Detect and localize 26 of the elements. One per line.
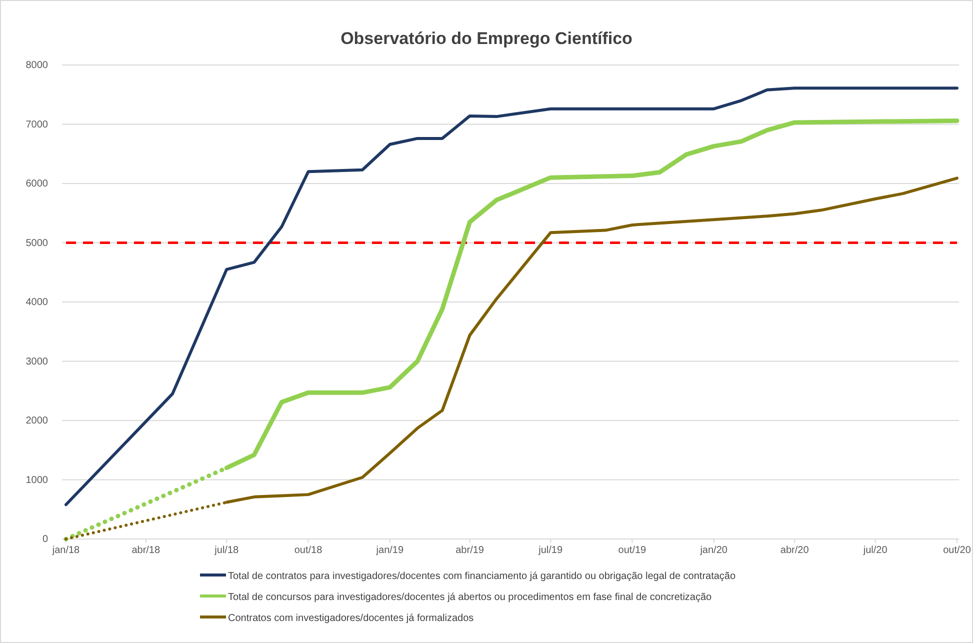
x-tick-label: out/19 — [618, 545, 647, 556]
legend-label: Total de contratos para investigadores/docentes com financiamento já garantido ou obrigação legal de contratação — [228, 571, 736, 582]
x-tick-label: jan/20 — [699, 545, 728, 556]
x-tick-label: jul/20 — [862, 545, 888, 556]
x-tick-label: jan/19 — [375, 545, 404, 556]
y-tick-label: 1000 — [26, 474, 48, 486]
line-series — [64, 86, 958, 506]
x-tick-label: jul/18 — [214, 545, 240, 556]
y-tick-label: 7000 — [26, 119, 48, 130]
x-tick-label: abr/20 — [780, 545, 810, 556]
x-tick-label: abr/18 — [132, 545, 160, 556]
y-tick-label: 8000 — [26, 60, 48, 72]
legend-label: Total de concursos para investigadores/docentes já abertos ou procedimentos em fase final de concretização — [228, 592, 712, 603]
y-tick-label: 4000 — [26, 297, 48, 308]
x-tick-label: jul/19 — [538, 545, 563, 556]
y-tick-label: 6000 — [26, 178, 48, 190]
x-tick-label: abr/19 — [456, 545, 484, 556]
legend-label: Contratos com investigadores/docentes já formalizados — [228, 613, 474, 624]
x-tick-label: jan/18 — [51, 545, 80, 556]
x-tick-label: out/20 — [943, 545, 972, 556]
x-tick-label: out/18 — [294, 545, 323, 556]
chart-title: Observatório do Emprego Científico — [340, 29, 632, 48]
y-tick-label: 5000 — [26, 238, 48, 249]
y-tick-label: 0 — [42, 534, 48, 546]
y-tick-label: 2000 — [26, 416, 48, 427]
y-tick-label: 3000 — [26, 356, 48, 368]
